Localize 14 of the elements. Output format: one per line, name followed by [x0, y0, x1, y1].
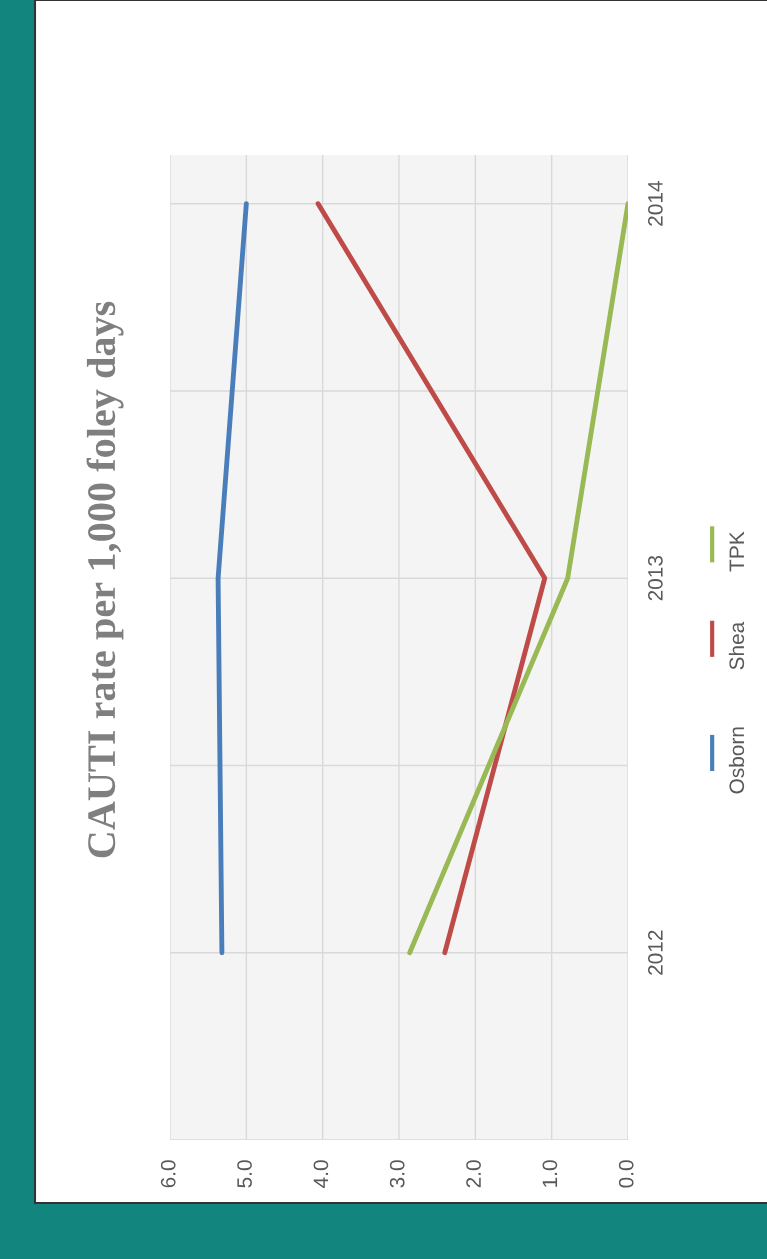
x-tick-label: 4.0 [313, 1160, 329, 1188]
legend-label: TPK [729, 531, 744, 572]
legend-label: Shea [728, 621, 745, 670]
y-tick-label: 2013 [647, 555, 663, 601]
y-tick-label: 2012 [647, 930, 663, 975]
x-tick-label: 6.0 [160, 1160, 176, 1188]
y-tick-label: 2014 [647, 181, 663, 226]
x-tick-label: 2.0 [466, 1160, 481, 1188]
legend-label: Osborn [728, 727, 745, 794]
x-tick-label: 1.0 [542, 1160, 558, 1187]
text: CAUTI rate per 1,000 foley days [86, 301, 124, 858]
x-tick-label: 3.0 [389, 1160, 405, 1188]
x-tick-label: 5.0 [237, 1160, 252, 1188]
x-tick-label: 0.0 [618, 1160, 634, 1188]
